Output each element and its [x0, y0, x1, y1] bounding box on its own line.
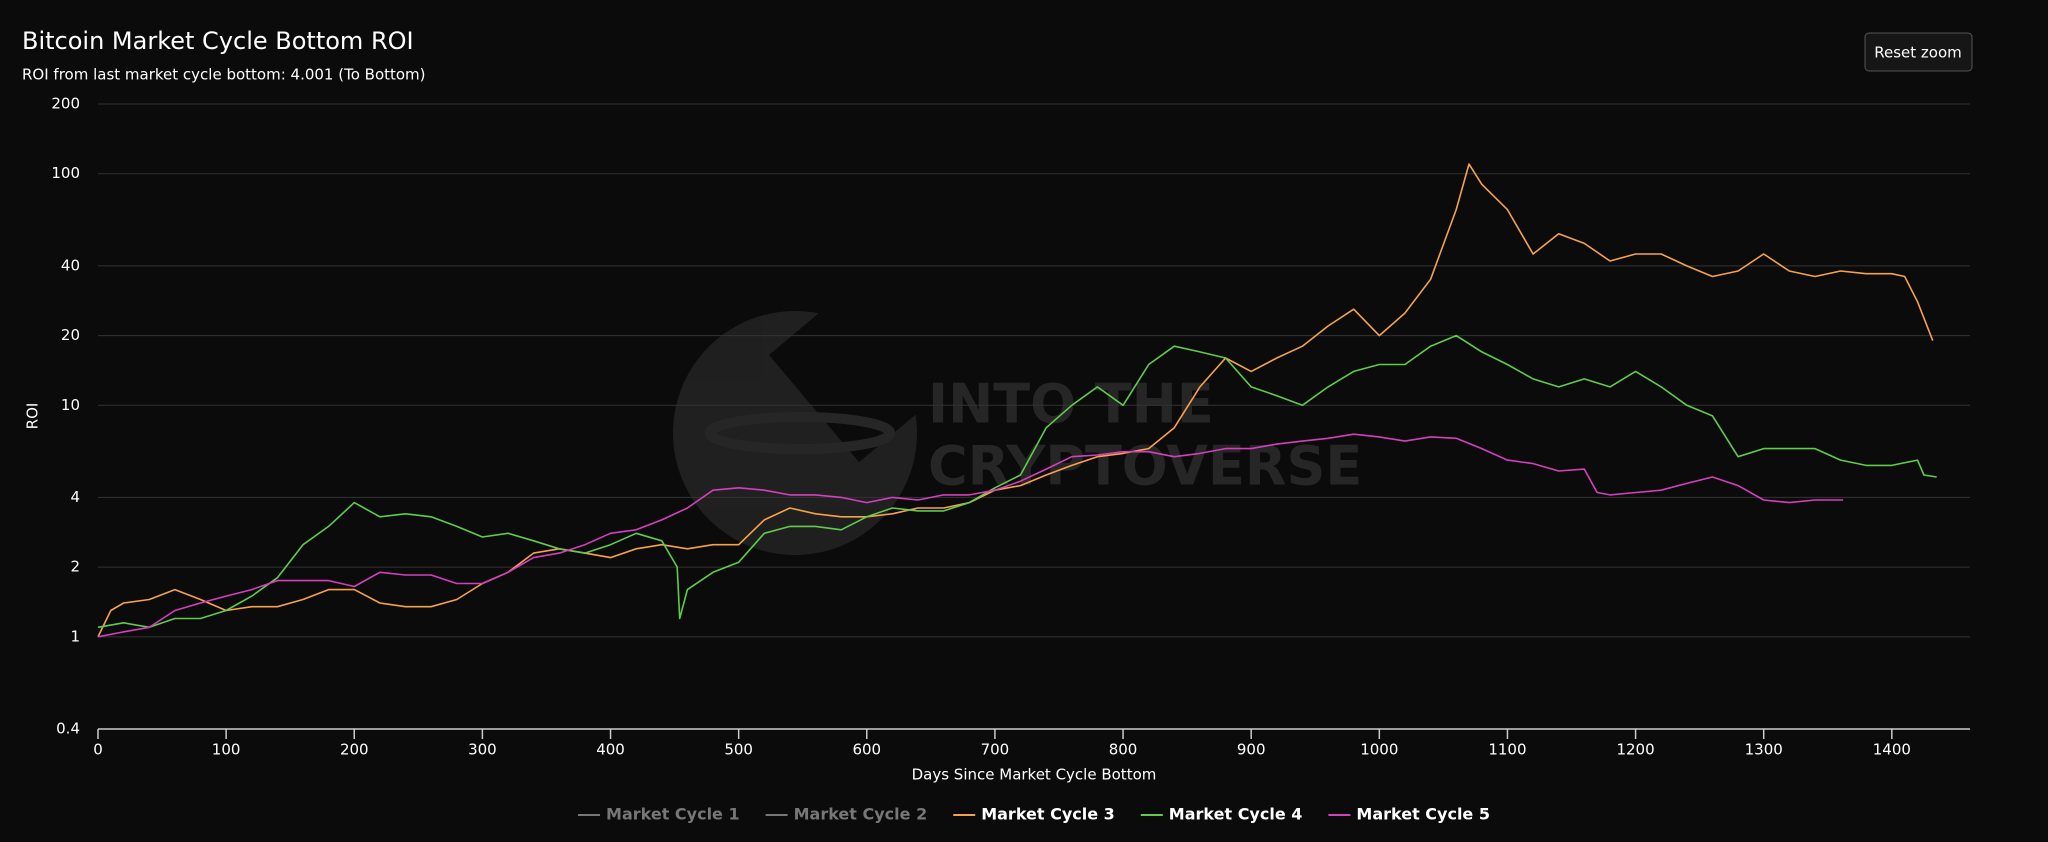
legend-label[interactable]: Market Cycle 2	[794, 805, 928, 824]
y-tick-label: 40	[61, 256, 80, 274]
y-axis-label: ROI	[24, 403, 42, 430]
watermark-logo	[673, 311, 917, 555]
reset-zoom-button[interactable]: Reset zoom	[1864, 32, 1973, 72]
x-tick-label: 700	[981, 741, 1010, 759]
button-box[interactable]	[1864, 32, 1973, 72]
y-tick-label: 1	[70, 627, 80, 645]
y-tick-label: 0.4	[56, 720, 80, 738]
series-line	[97, 433, 1844, 638]
x-tick-label: 500	[724, 741, 753, 759]
legend-item[interactable]: Market Cycle 2	[765, 805, 928, 824]
button-label[interactable]: Reset zoom	[1874, 44, 1962, 62]
legend-label[interactable]: Market Cycle 1	[606, 805, 740, 824]
chart: INTO THE CRYPTOVERSE Bitcoin Market Cycl…	[22, 27, 1973, 824]
watermark-text: CRYPTOVERSE	[928, 435, 1362, 498]
grid	[98, 103, 1970, 638]
x-tick-label: 100	[212, 741, 241, 759]
y-tick-label: 10	[61, 396, 80, 414]
y-tick-label: 100	[51, 164, 80, 182]
legend-label[interactable]: Market Cycle 4	[1169, 805, 1303, 824]
x-tick-label: 300	[468, 741, 497, 759]
watermark-logo-cut	[769, 277, 951, 463]
chart-title: Bitcoin Market Cycle Bottom ROI	[22, 27, 414, 55]
y-tick-label: 4	[70, 488, 80, 506]
legend-item[interactable]: Market Cycle 5	[1328, 805, 1490, 824]
legend-item[interactable]: Market Cycle 1	[578, 805, 740, 824]
x-tick-label: 1000	[1360, 741, 1398, 759]
legend-item[interactable]: Market Cycle 3	[953, 805, 1115, 824]
x-tick-label: 400	[596, 741, 625, 759]
legend: Market Cycle 1 Market Cycle 2 Market Cycle…	[578, 805, 1490, 824]
x-tick-label: 1200	[1616, 741, 1654, 759]
watermark-ring	[705, 412, 895, 454]
x-tick-label: 600	[852, 741, 881, 759]
x-tick-label: 1300	[1745, 741, 1783, 759]
y-tick-label: 2	[70, 558, 80, 576]
x-tick-label: 1400	[1873, 741, 1911, 759]
series-line	[97, 334, 1937, 629]
chart-subtitle: ROI from last market cycle bottom: 4.001…	[22, 66, 426, 84]
watermark-text: INTO THE	[928, 373, 1214, 436]
legend-label[interactable]: Market Cycle 5	[1356, 805, 1490, 824]
x-tick-label: 900	[1237, 741, 1266, 759]
x-tick-label: 1100	[1488, 741, 1526, 759]
watermark: INTO THE CRYPTOVERSE	[673, 277, 1362, 555]
x-tick-label: 0	[93, 741, 103, 759]
y-tick-label: 200	[51, 95, 80, 113]
x-tick-label: 800	[1109, 741, 1138, 759]
x-axis-label: Days Since Market Cycle Bottom	[912, 766, 1157, 784]
legend-label[interactable]: Market Cycle 3	[981, 805, 1115, 824]
series-line	[97, 163, 1934, 638]
y-tick-label: 20	[61, 326, 80, 344]
legend-item[interactable]: Market Cycle 4	[1140, 805, 1303, 824]
x-tick-label: 200	[340, 741, 369, 759]
